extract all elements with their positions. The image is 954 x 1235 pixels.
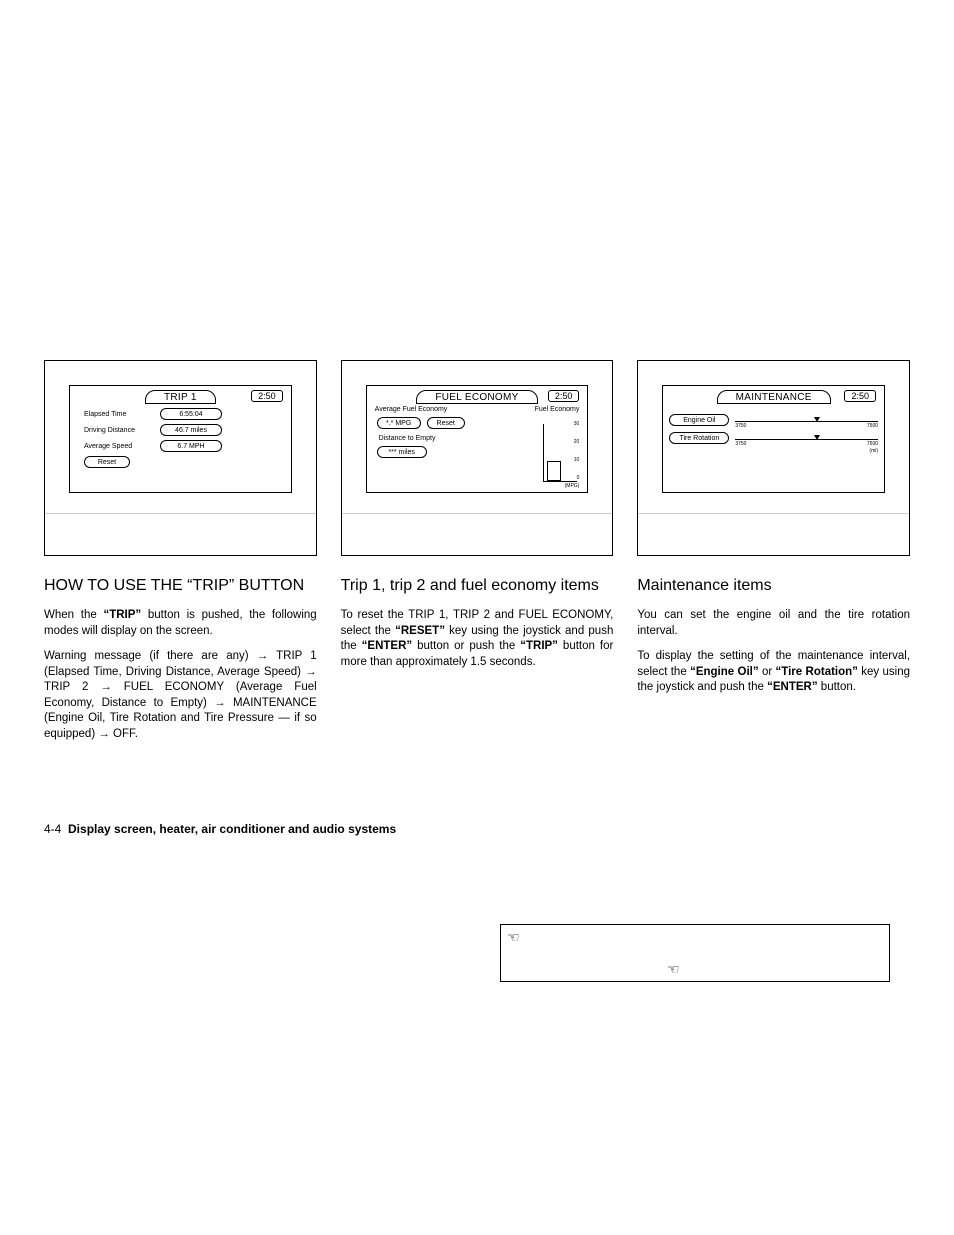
trip-screen-illustration: TRIP 1 2:50 Elapsed Time 6:55:04 Driving… <box>44 360 317 556</box>
column-maintenance: MAINTENANCE 2:50 Engine Oil 3750 7500 <box>637 360 910 752</box>
screen-title-trip: TRIP 1 <box>145 390 216 404</box>
trip-row-label: Average Speed <box>84 443 154 450</box>
dte-value: *** miles <box>377 446 427 458</box>
trip-row-value: 6:55:04 <box>160 408 222 420</box>
trip-row-label: Driving Distance <box>84 427 154 434</box>
pointing-hand-icon: ☞ <box>507 929 520 946</box>
maint-engine-oil-key: Engine Oil <box>669 414 729 426</box>
paragraph: You can set the engine oil and the tire … <box>637 608 910 639</box>
trip-row-value: 46.7 miles <box>160 424 222 436</box>
avg-econ-label: Average Fuel Economy <box>375 406 448 413</box>
column-fuel-economy: FUEL ECONOMY 2:50 Average Fuel Economy F… <box>341 360 614 752</box>
maint-tire-rotation-key: Tire Rotation <box>669 432 729 444</box>
paragraph: Warning message (if there are any) → TRI… <box>44 649 317 742</box>
clock-display: 2:50 <box>548 390 580 402</box>
screen-title-econ: FUEL ECONOMY <box>416 390 537 404</box>
note-callout: ☞ ☜ <box>500 924 890 982</box>
fuel-econ-label: Fuel Economy <box>535 406 580 413</box>
paragraph: When the “TRIP” button is pushed, the fo… <box>44 608 317 639</box>
paragraph: To reset the TRIP 1, TRIP 2 and FUEL ECO… <box>341 608 614 670</box>
mpg-value: *.* MPG <box>377 417 421 429</box>
clock-display: 2:50 <box>251 390 283 402</box>
trip-row-value: 6.7 MPH <box>160 440 222 452</box>
section-title: Display screen, heater, air conditioner … <box>68 822 396 836</box>
pointing-hand-icon: ☜ <box>667 961 680 978</box>
maint-slider: 3750 7500 <box>735 414 878 426</box>
econ-reset-key: Reset <box>427 417 465 429</box>
fuel-gauge: 30 20 10 0 (MPG) <box>543 424 577 482</box>
page-footer: 4-4 Display screen, heater, air conditio… <box>44 822 396 836</box>
maintenance-illustration: MAINTENANCE 2:50 Engine Oil 3750 7500 <box>637 360 910 556</box>
heading-maintenance: Maintenance items <box>637 576 910 596</box>
fuel-economy-illustration: FUEL ECONOMY 2:50 Average Fuel Economy F… <box>341 360 614 556</box>
paragraph: To display the setting of the maintenanc… <box>637 649 910 696</box>
clock-display: 2:50 <box>844 390 876 402</box>
column-trip: TRIP 1 2:50 Elapsed Time 6:55:04 Driving… <box>44 360 317 752</box>
trip-row-label: Elapsed Time <box>84 411 154 418</box>
screen-title-maint: MAINTENANCE <box>717 390 831 404</box>
maint-slider: 3750 7500 (mi) <box>735 432 878 444</box>
page-number: 4-4 <box>44 822 61 836</box>
heading-trip-button: HOW TO USE THE “TRIP” BUTTON <box>44 576 317 596</box>
heading-trip-items: Trip 1, trip 2 and fuel economy items <box>341 576 614 596</box>
trip-reset-key: Reset <box>84 456 130 468</box>
